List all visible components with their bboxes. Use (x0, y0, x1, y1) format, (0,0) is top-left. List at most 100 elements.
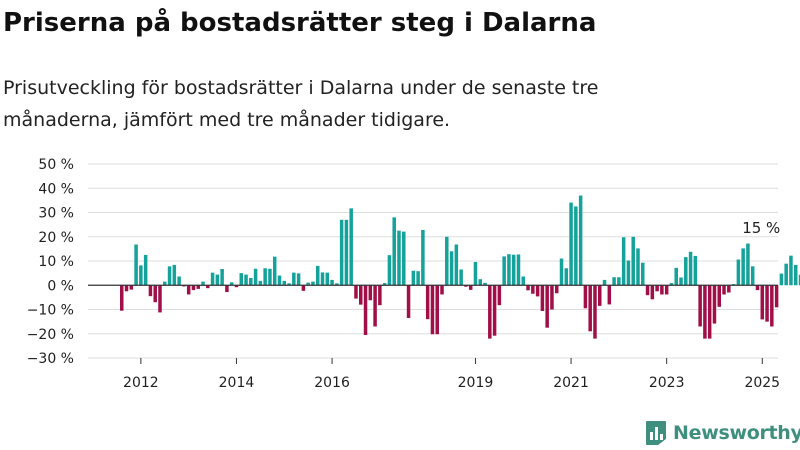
chart-bar (574, 206, 578, 286)
chart-bar (454, 244, 459, 286)
chart-bar (760, 285, 765, 320)
y-tick-label: 40 % (38, 181, 74, 197)
chart-title: Priserna på bostadsrätter steg i Dalarna (3, 8, 597, 38)
chart-bar (779, 273, 784, 286)
chart-bar (755, 285, 760, 291)
chart-bar (449, 251, 454, 286)
chart-bar (722, 285, 726, 295)
chart-bar (201, 281, 205, 286)
chart-bar (736, 259, 741, 286)
chart-bar (516, 254, 521, 286)
chart-bar (545, 285, 549, 328)
chart-bar (679, 277, 683, 286)
chart-bar (416, 271, 420, 286)
chart-bar (215, 274, 220, 286)
chart-bar (292, 272, 296, 286)
chart-bar (306, 282, 310, 286)
chart-bar (612, 277, 616, 286)
chart-bar (511, 254, 516, 286)
chart-bar (249, 277, 253, 286)
chart-bar (664, 285, 669, 295)
chart-bar (139, 265, 143, 286)
chart-bar (559, 258, 564, 286)
chart-bar (287, 283, 291, 286)
chart-bar (497, 285, 502, 306)
chart-bar (746, 243, 750, 286)
x-tick-label: 2021 (553, 375, 589, 391)
chart-bar (521, 276, 526, 286)
chart-bar (210, 272, 215, 286)
chart-bar (220, 269, 224, 286)
chart-bar (526, 285, 530, 291)
newsworthy-logo-text: Newsworthy (673, 422, 800, 444)
chart-bar (330, 279, 334, 286)
chart-bar (607, 285, 612, 305)
chart-bar (315, 265, 320, 286)
chart-bar (167, 266, 172, 286)
chart-bar (636, 248, 640, 286)
chart-bar (583, 285, 588, 309)
chart-bar (158, 285, 162, 313)
chart-bar (411, 270, 416, 286)
chart-bar (502, 256, 506, 286)
y-tick-label: 50 % (38, 157, 74, 173)
chart-bar (421, 229, 425, 286)
chart-bar (507, 254, 511, 286)
chart-bar (765, 285, 769, 322)
x-tick-label: 2014 (219, 375, 255, 391)
chart-bar (134, 244, 138, 286)
chart-bar (397, 230, 401, 286)
chart-bar (344, 219, 349, 286)
chart-bar (301, 285, 306, 291)
chart-bar (148, 285, 153, 297)
chart-bar (124, 285, 129, 292)
chart-bar (402, 231, 406, 286)
chart-bar (406, 285, 411, 318)
chart-bar (296, 273, 301, 286)
chart-bar (674, 267, 678, 286)
latest-value-label: 15 % (742, 219, 780, 237)
chart-bar (373, 285, 377, 327)
chart-bar (693, 255, 698, 286)
chart-bar (531, 285, 535, 294)
chart-bar (239, 273, 243, 286)
chart-bar (598, 285, 602, 306)
y-tick-label: −10 % (27, 303, 74, 319)
chart-bar (564, 268, 569, 286)
chart-bar (669, 283, 674, 286)
chart-bar (186, 285, 191, 295)
chart-bar (774, 285, 779, 308)
chart-bar (712, 285, 717, 324)
x-tick-label: 2025 (744, 375, 780, 391)
chart-bar (727, 285, 731, 293)
chart-bar (655, 285, 659, 292)
chart-bar (349, 208, 353, 286)
chart-bar (445, 236, 449, 286)
chart-bar (339, 219, 344, 286)
chart-bar (645, 285, 650, 296)
y-tick-label: 20 % (38, 230, 74, 246)
chart-bar (464, 285, 468, 287)
chart-bar (569, 202, 573, 286)
chart-bar (229, 282, 234, 286)
chart-bar (153, 285, 157, 303)
chart-bar (478, 279, 482, 286)
chart-bar (602, 279, 607, 286)
chart-bar (268, 268, 272, 286)
y-tick-label: −20 % (27, 327, 74, 343)
chart-bar (473, 261, 478, 286)
chart-bar (770, 285, 774, 327)
chart-bar (631, 236, 635, 286)
x-tick-label: 2012 (123, 375, 159, 391)
chart-bar (684, 257, 688, 286)
chart-bar (617, 277, 621, 286)
chart-bar (335, 283, 339, 286)
chart-bar (387, 255, 392, 286)
chart-bar (793, 264, 798, 286)
chart-bar (368, 285, 373, 301)
chart-bar (621, 237, 626, 286)
chart-bar (540, 285, 545, 311)
chart-bar (650, 285, 655, 300)
chart-bar (425, 285, 430, 320)
